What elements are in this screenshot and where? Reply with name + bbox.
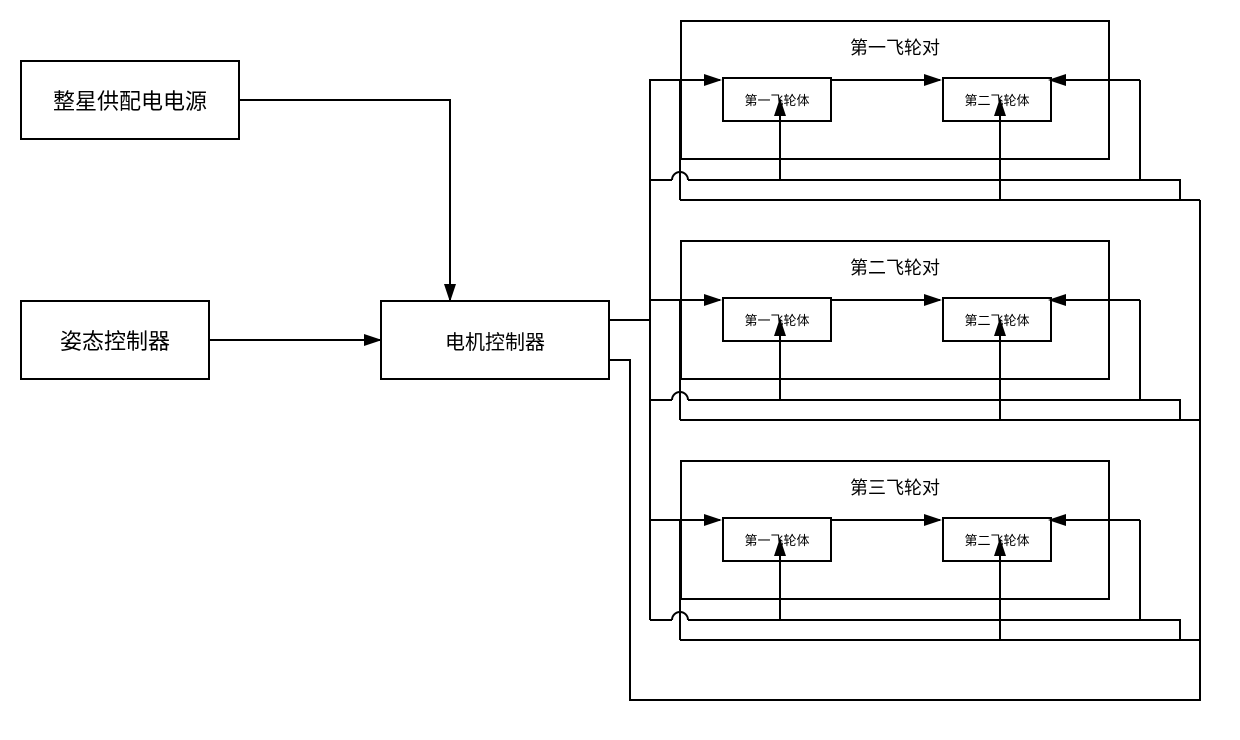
motor-controller-box: 电机控制器 [380, 300, 610, 380]
flywheel-pair-title: 第二飞轮对 [682, 254, 1108, 280]
flywheel-pair-2: 第二飞轮对第一飞轮体 第二飞轮体 [680, 240, 1110, 380]
motor-controller-label: 电机控制器 [445, 326, 545, 355]
flywheel-body-2: 第二飞轮体 [942, 517, 1052, 562]
flywheel-pair-1: 第一飞轮对第一飞轮体 第二飞轮体 [680, 20, 1110, 160]
flywheel-body-1: 第一飞轮体 [722, 517, 832, 562]
power-supply-box: 整星供配电电源 [20, 60, 240, 140]
flywheel-pair-title: 第一飞轮对 [682, 34, 1108, 60]
flywheel-pair-3: 第三飞轮对第一飞轮体 第二飞轮体 [680, 460, 1110, 600]
flywheel-pair-title: 第三飞轮对 [682, 474, 1108, 500]
attitude-controller-label: 姿态控制器 [60, 324, 170, 356]
power-supply-label: 整星供配电电源 [53, 84, 207, 116]
attitude-controller-box: 姿态控制器 [20, 300, 210, 380]
flywheel-body-1: 第一飞轮体 [722, 297, 832, 342]
flywheel-body-2: 第二飞轮体 [942, 297, 1052, 342]
flywheel-body-2: 第二飞轮体 [942, 77, 1052, 122]
flywheel-body-1: 第一飞轮体 [722, 77, 832, 122]
